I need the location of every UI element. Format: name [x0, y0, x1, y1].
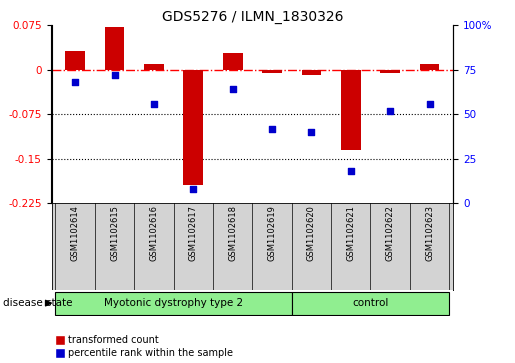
Point [150, 101, 158, 107]
FancyBboxPatch shape [56, 292, 291, 314]
Bar [223, 53, 243, 70]
Bar [341, 70, 360, 150]
Text: disease state: disease state [3, 298, 72, 308]
Bar [65, 51, 85, 70]
Text: GSM1102616: GSM1102616 [149, 205, 159, 261]
Text: control: control [352, 298, 389, 308]
Bar [302, 70, 321, 75]
Bar [144, 64, 164, 70]
Point [110, 72, 118, 78]
Text: GSM1102621: GSM1102621 [346, 205, 355, 261]
Bar [105, 27, 124, 70]
Text: GSM1102617: GSM1102617 [189, 205, 198, 261]
Text: GSM1102622: GSM1102622 [386, 205, 394, 261]
Text: GSM1102623: GSM1102623 [425, 205, 434, 261]
Point [386, 108, 394, 114]
Text: GSM1102620: GSM1102620 [307, 205, 316, 261]
Point [307, 129, 316, 135]
Text: Myotonic dystrophy type 2: Myotonic dystrophy type 2 [104, 298, 243, 308]
Bar [262, 70, 282, 73]
Text: GSM1102618: GSM1102618 [228, 205, 237, 261]
Text: GSM1102614: GSM1102614 [71, 205, 80, 261]
Text: GSM1102615: GSM1102615 [110, 205, 119, 261]
Legend: transformed count, percentile rank within the sample: transformed count, percentile rank withi… [56, 335, 233, 358]
FancyBboxPatch shape [291, 292, 449, 314]
Point [268, 126, 276, 131]
Title: GDS5276 / ILMN_1830326: GDS5276 / ILMN_1830326 [162, 11, 343, 24]
Point [425, 101, 434, 107]
Bar [420, 64, 439, 70]
Point [229, 86, 237, 92]
Bar [183, 70, 203, 185]
Point [189, 186, 197, 192]
Text: GSM1102619: GSM1102619 [267, 205, 277, 261]
Point [347, 168, 355, 174]
Bar [381, 70, 400, 73]
Point [71, 79, 79, 85]
